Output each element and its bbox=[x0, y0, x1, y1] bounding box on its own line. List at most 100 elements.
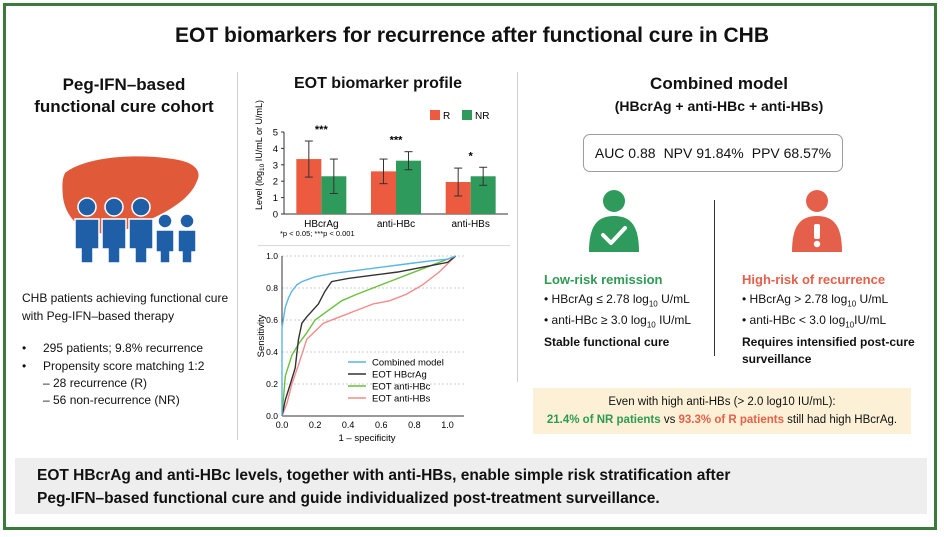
callout-nr-stat: 21.4% of NR patients bbox=[546, 414, 661, 426]
bar-chart: 0 1 2 3 4 5 Level (log10 IU/mL or U/mL) *** HBcr… bbox=[254, 100, 508, 238]
high-risk-person-icon bbox=[792, 190, 842, 252]
bullet-dot: • bbox=[22, 341, 27, 355]
conclusion-line1: EOT HBcrAg and anti-HBc levels, together… bbox=[37, 467, 731, 484]
cohort-bullet-2: • Propensity score matching 1:2 bbox=[22, 359, 204, 373]
low-risk-criterion-2: • anti-HBc ≥ 3.0 log10 IU/mL bbox=[544, 313, 692, 330]
high-b1-unit: U/mL bbox=[856, 292, 889, 306]
low-risk-block: Low-risk remission • HBcrAg ≤ 2.78 log10… bbox=[544, 271, 714, 351]
roc-y-tick-label: 0.4 bbox=[266, 347, 278, 357]
low-b2-unit: IU/mL bbox=[655, 313, 692, 328]
low-risk-person-icon bbox=[589, 190, 639, 252]
anti-hbs-callout: Even with high anti-HBs (> 2.0 log10 IU/… bbox=[533, 388, 911, 434]
model-heading-line1: Combined model bbox=[650, 74, 788, 93]
legend-label-nr: NR bbox=[475, 111, 489, 122]
cohort-bullet-2-text: Propensity score matching 1:2 bbox=[43, 359, 205, 373]
model-heading: Combined model (HBcrAg + anti-HBc + anti… bbox=[523, 73, 915, 117]
significance-marker: *** bbox=[390, 135, 404, 147]
risk-divider bbox=[714, 200, 715, 356]
roc-legend-label: Combined model bbox=[372, 358, 444, 369]
check-icon bbox=[601, 226, 627, 245]
significance-marker: * bbox=[469, 150, 474, 162]
roc-y-tick-label: 0.8 bbox=[266, 283, 278, 293]
roc-x-tick-label: 0.0 bbox=[276, 420, 289, 430]
high-b1-sub: 10 bbox=[847, 299, 857, 309]
auc-value: AUC 0.88 bbox=[594, 145, 656, 161]
roc-legend-label: EOT HBcrAg bbox=[372, 370, 427, 381]
high-b2-text: anti-HBc < 3.0 log bbox=[749, 313, 846, 328]
high-risk-block: High-risk of recurrence • HBcrAg > 2.78 … bbox=[742, 271, 922, 368]
bullet-dot: • bbox=[22, 359, 27, 373]
high-b2-unit: IU/mL bbox=[854, 313, 887, 328]
low-risk-title: Low-risk remission bbox=[544, 272, 663, 287]
callout-line2: 21.4% of NR patients vs 93.3% of R patie… bbox=[533, 411, 911, 429]
low-b1-sub: 10 bbox=[648, 299, 658, 309]
bar-y-tick-label: 0 bbox=[273, 210, 278, 221]
high-risk-criterion-1: • HBcrAg > 2.78 log10 U/mL bbox=[742, 292, 889, 309]
bar-y-tick-label: 2 bbox=[273, 177, 278, 188]
cohort-sub-2: – 56 non-recurrence (NR) bbox=[43, 393, 180, 407]
roc-legend-label: EOT anti-HBs bbox=[372, 394, 431, 405]
cohort-desc-line1: CHB patients achieving functional cure bbox=[22, 291, 229, 305]
low-b1-text: HBcrAg ≤ 2.78 log bbox=[551, 292, 649, 306]
low-risk-conclusion: Stable functional cure bbox=[544, 334, 670, 349]
roc-y-tick-label: 1.0 bbox=[266, 251, 278, 261]
liver-icon bbox=[62, 156, 199, 234]
high-risk-conclusion-1: Requires intensified post-cure bbox=[742, 334, 915, 349]
cohort-description: CHB patients achieving functional cure w… bbox=[22, 289, 234, 325]
legend-swatch-r bbox=[430, 110, 440, 120]
legend-label-r: R bbox=[443, 111, 450, 122]
bar-category-label: HBcrAg bbox=[304, 219, 338, 230]
roc-x-tick-label: 1.0 bbox=[441, 420, 454, 430]
roc-y-label: Sensitivity bbox=[256, 314, 267, 357]
performance-box: AUC 0.88 NPV 91.84% PPV 68.57% bbox=[583, 134, 843, 172]
significance-marker: *** bbox=[315, 124, 329, 136]
high-risk-title: High-risk of recurrence bbox=[742, 272, 886, 287]
high-risk-criterion-2: • anti-HBc < 3.0 log10IU/mL bbox=[742, 313, 887, 330]
cohort-bullet-1: • 295 patients; 9.8% recurrence bbox=[22, 341, 203, 355]
main-title: EOT biomarkers for recurrence after func… bbox=[175, 24, 769, 47]
roc-x-tick-label: 0.8 bbox=[408, 420, 421, 430]
roc-y-tick-label: 0.6 bbox=[266, 315, 278, 325]
cohort-sub-1: – 28 recurrence (R) bbox=[43, 376, 148, 390]
cohort-bullet-1-text: 295 patients; 9.8% recurrence bbox=[43, 341, 204, 355]
cohort-heading-line1: Peg-IFN–based bbox=[62, 75, 186, 94]
bar-category-label: anti-HBc bbox=[377, 219, 415, 230]
ppv-value: PPV 68.57% bbox=[751, 145, 832, 161]
callout-end: still had high HBcrAg. bbox=[783, 414, 898, 426]
roc-y-tick-label: 0.0 bbox=[266, 411, 278, 421]
bar-y-tick-label: 4 bbox=[273, 144, 278, 155]
divider-right bbox=[517, 72, 518, 382]
model-heading-line2: (HBcrAg + anti-HBc + anti-HBs) bbox=[614, 98, 824, 114]
biomarker-heading: EOT biomarker profile bbox=[293, 75, 463, 92]
low-b2-text: anti-HBc ≥ 3.0 log bbox=[551, 313, 647, 328]
bar-y-label: Level (log10 IU/mL or U/mL) bbox=[254, 100, 266, 210]
roc-x-label: 1 – specificity bbox=[338, 433, 395, 444]
low-b2-sub: 10 bbox=[646, 320, 656, 330]
exclamation-icon bbox=[814, 224, 820, 239]
roc-y-tick-label: 0.2 bbox=[266, 379, 278, 389]
patients-group-icon bbox=[74, 197, 197, 264]
roc-x-tick-label: 0.2 bbox=[309, 420, 322, 430]
divider-left bbox=[237, 72, 238, 440]
npv-value: NPV 91.84% bbox=[663, 145, 744, 161]
conclusion-box: EOT HBcrAg and anti-HBc levels, together… bbox=[15, 458, 927, 514]
roc-curve-combined-model bbox=[281, 255, 456, 416]
callout-r-stat: 93.3% of R patients bbox=[678, 414, 784, 426]
low-b1-unit: U/mL bbox=[657, 292, 690, 306]
conclusion-line2: Peg-IFN–based functional cure and guide … bbox=[37, 490, 660, 507]
callout-line1: Even with high anti-HBs (> 2.0 log10 IU/… bbox=[608, 396, 836, 408]
outer-frame bbox=[3, 3, 937, 530]
roc-curve-eot-anti-hbc bbox=[281, 255, 456, 417]
legend-swatch-nr bbox=[462, 110, 472, 120]
cohort-desc-line2: with Peg-IFN–based therapy bbox=[22, 309, 175, 323]
callout-vs: vs bbox=[660, 414, 679, 426]
cohort-heading-line2: functional cure cohort bbox=[34, 97, 214, 116]
roc-x-tick-label: 0.4 bbox=[342, 420, 355, 430]
bar-y-tick-label: 1 bbox=[273, 193, 278, 204]
high-b2-sub: 10 bbox=[845, 320, 855, 330]
high-risk-conclusion-2: surveillance bbox=[742, 351, 812, 366]
bar-y-tick-label: 3 bbox=[273, 160, 278, 171]
bar-footnote: *p < 0.05; ***p < 0.001 bbox=[280, 229, 355, 238]
cohort-heading: Peg-IFN–based functional cure cohort bbox=[14, 74, 234, 118]
high-b1-text: HBcrAg > 2.78 log bbox=[749, 292, 848, 306]
